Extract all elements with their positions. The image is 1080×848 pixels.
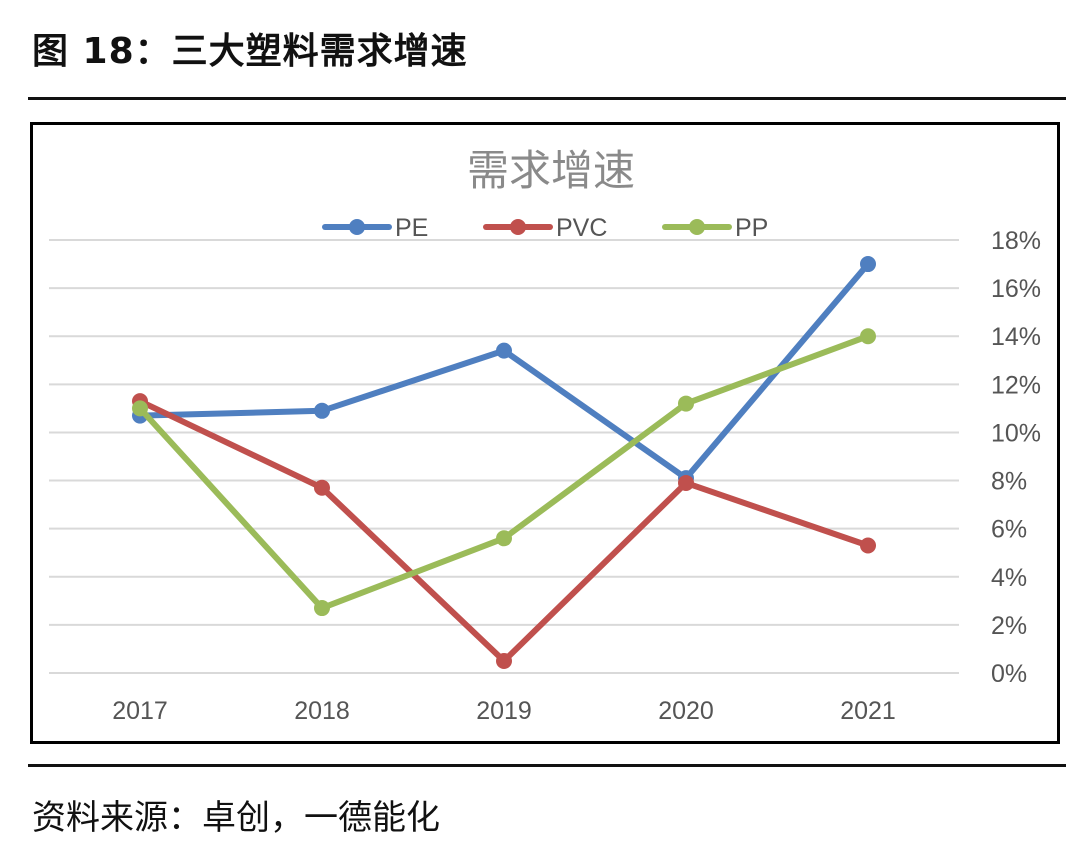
legend-label: PE bbox=[395, 214, 428, 242]
legend-item-pe: PE bbox=[322, 214, 428, 242]
y-tick-label: 10% bbox=[991, 419, 1041, 447]
y-tick-label: 18% bbox=[991, 227, 1041, 255]
legend-swatch-marker bbox=[510, 219, 526, 235]
legend-label: PVC bbox=[556, 214, 607, 242]
series-line-pe bbox=[137, 261, 871, 482]
y-tick-label: 8% bbox=[991, 468, 1027, 496]
legend-swatch-marker bbox=[689, 219, 705, 235]
y-tick-label: 12% bbox=[991, 371, 1041, 399]
chart-legend: PE PVC PP bbox=[322, 214, 768, 242]
y-tick-label: 16% bbox=[991, 275, 1041, 303]
figure-title: 图 18：三大塑料需求增速 bbox=[32, 31, 468, 72]
data-point-pp bbox=[678, 395, 694, 412]
data-point-pe bbox=[496, 342, 512, 359]
bottom-rule bbox=[28, 764, 1066, 767]
y-axis-ticks: 0% 2% 4% 6% 8% 10% 12% 14% 16% 18% bbox=[991, 227, 1041, 688]
series-pp bbox=[132, 328, 876, 617]
y-tick-label: 6% bbox=[991, 516, 1027, 544]
chart-lines bbox=[132, 256, 876, 669]
legend-item-pp: PP bbox=[662, 214, 768, 242]
x-axis-ticks: 2017 2018 2019 2020 2021 bbox=[112, 697, 896, 725]
data-point-pvc bbox=[314, 479, 330, 496]
series-line-pp bbox=[137, 333, 871, 612]
x-tick-label: 2021 bbox=[840, 697, 896, 725]
chart-frame: 需求增速 0% 2% 4% 6% 8% 10% 12% 14% 16% 18% 2017 2018 2… bbox=[30, 122, 1060, 744]
y-tick-label: 14% bbox=[991, 323, 1041, 351]
data-point-pp bbox=[496, 530, 512, 547]
y-tick-label: 4% bbox=[991, 564, 1027, 592]
chart-svg: 需求增速 0%2%4%6%8%10%12%14%16%18% 2017 2018 2… bbox=[49, 147, 1041, 725]
legend-swatch-marker bbox=[349, 219, 365, 235]
x-tick-label: 2017 bbox=[112, 697, 168, 725]
data-point-pvc bbox=[678, 474, 694, 491]
x-tick-label: 2020 bbox=[658, 697, 714, 725]
data-point-pp bbox=[314, 600, 330, 617]
data-point-pp bbox=[132, 400, 148, 417]
top-rule bbox=[28, 97, 1066, 100]
data-point-pvc bbox=[860, 537, 876, 554]
data-point-pe bbox=[314, 402, 330, 419]
legend-label: PP bbox=[735, 214, 768, 242]
data-point-pvc bbox=[496, 652, 512, 669]
y-tick-label: 0% bbox=[991, 660, 1027, 688]
x-tick-label: 2019 bbox=[476, 697, 532, 725]
y-tick-label: 2% bbox=[991, 612, 1027, 640]
x-tick-label: 2018 bbox=[294, 697, 350, 725]
data-point-pe bbox=[860, 256, 876, 273]
legend-item-pvc: PVC bbox=[483, 214, 607, 242]
figure-source: 资料来源：卓创，一德能化 bbox=[32, 798, 440, 838]
chart-title: 需求增速 bbox=[467, 147, 635, 194]
data-point-pp bbox=[860, 328, 876, 345]
